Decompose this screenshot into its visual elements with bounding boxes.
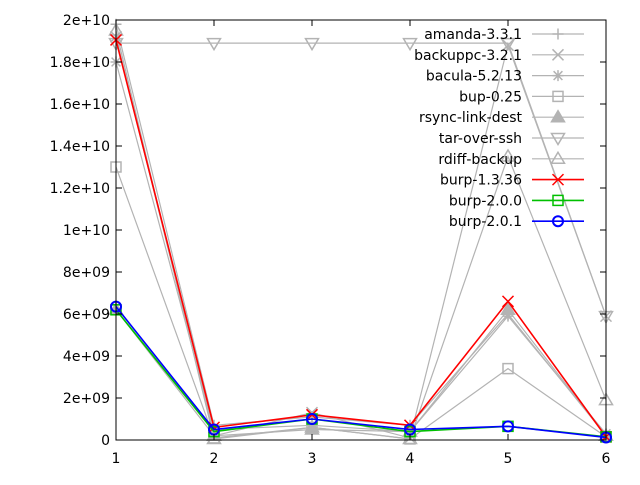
x-tick-label: 1 <box>112 451 121 467</box>
series-line <box>115 39 607 438</box>
x-tick-label: 5 <box>504 451 513 467</box>
legend-entry: burp-2.0.1 <box>449 214 584 230</box>
y-tick-label: 1.6e+10 <box>50 97 110 113</box>
series-line <box>115 308 607 437</box>
legend-label: backuppc-3.2.1 <box>414 48 522 64</box>
legend-label: rsync-link-dest <box>419 110 523 126</box>
x-tick-label: 6 <box>602 451 611 467</box>
x-tick-label: 3 <box>308 451 317 467</box>
series-burp-1-3-36 <box>109 33 613 443</box>
data-point-marker <box>306 413 318 425</box>
y-tick-label: 0 <box>101 433 110 449</box>
y-tick-label: 8e+09 <box>63 265 110 281</box>
data-point-marker <box>304 37 320 52</box>
legend-label: burp-2.0.1 <box>449 214 522 230</box>
data-point-marker <box>502 420 514 433</box>
data-point-marker <box>500 148 516 162</box>
legend-entry: bacula-5.2.13 <box>426 69 584 85</box>
series-rdiff-backup <box>108 22 614 445</box>
plot-frame <box>115 19 607 441</box>
data-point-marker <box>500 301 516 316</box>
y-tick-label: 1.2e+10 <box>50 181 110 197</box>
legend-marker <box>552 215 564 228</box>
data-point-marker <box>304 419 320 433</box>
legend-marker <box>552 90 564 103</box>
y-tick-label: 2e+09 <box>63 391 110 407</box>
legend-label: amanda-3.3.1 <box>424 27 522 43</box>
series-line <box>115 30 607 440</box>
y-tick-label: 1.4e+10 <box>50 139 110 155</box>
legend-marker <box>552 70 564 82</box>
legend-label: tar-over-ssh <box>439 131 522 147</box>
data-point-marker <box>500 37 516 52</box>
data-point-marker <box>501 39 515 52</box>
legend-entry: rdiff-backup <box>438 150 584 168</box>
legend-label: bacula-5.2.13 <box>426 69 522 85</box>
legend-label: rdiff-backup <box>438 152 522 168</box>
data-point-marker <box>502 362 514 375</box>
series-burp-2-0-1 <box>110 300 612 444</box>
legend-marker <box>552 28 564 40</box>
legend-entry: backuppc-3.2.1 <box>414 48 584 64</box>
series-bup-0-25 <box>110 161 612 445</box>
y-tick-label: 1.8e+10 <box>50 55 110 71</box>
data-point-marker <box>206 430 222 445</box>
legend-marker <box>550 132 566 146</box>
legend: amanda-3.3.1 backuppc-3.2.1 bacula-5.2.13 b… <box>414 27 584 230</box>
legend-marker <box>551 48 565 61</box>
legend-entry: rsync-link-dest <box>419 109 584 126</box>
legend-entry: burp-2.0.0 <box>449 193 584 209</box>
legend-marker <box>550 150 566 165</box>
legend-label: burp-2.0.0 <box>449 193 522 209</box>
series-line <box>116 42 607 317</box>
data-point-marker <box>502 310 514 322</box>
legend-entry: tar-over-ssh <box>439 131 584 147</box>
legend-marker <box>552 194 564 207</box>
series-line <box>115 61 607 435</box>
x-tick-label: 2 <box>210 451 219 467</box>
series-bacula-5-2-13 <box>110 56 612 440</box>
y-tick-label: 1e+10 <box>63 223 110 239</box>
data-point-marker <box>402 37 418 52</box>
series-tar-over-ssh <box>108 37 614 325</box>
legend-entry: amanda-3.3.1 <box>424 27 584 43</box>
legend-entry: bup-0.25 <box>459 89 584 105</box>
legend-marker <box>551 173 565 186</box>
y-tick-label: 4e+09 <box>63 349 110 365</box>
y-tick-label: 6e+09 <box>63 307 110 323</box>
series-lines-layer <box>108 18 614 445</box>
series-line <box>115 24 607 437</box>
axes-layer: 0 2e+09 4e+09 6e+09 8e+09 1e+10 1.2e+10 1.4e+10… <box>50 13 611 467</box>
y-tick-label: 2e+10 <box>63 13 110 29</box>
series-amanda-3-3-1 <box>110 18 612 442</box>
series-backuppc-3-2-1 <box>109 30 613 444</box>
data-point-marker <box>402 430 418 445</box>
legend-marker <box>550 109 566 123</box>
legend-label: burp-1.3.36 <box>440 173 522 189</box>
data-point-marker <box>501 295 515 308</box>
legend-label: bup-0.25 <box>459 89 522 105</box>
x-tick-label: 4 <box>406 451 415 467</box>
series-line <box>115 306 607 439</box>
data-point-marker <box>206 37 222 52</box>
legend-entry: burp-1.3.36 <box>440 173 584 189</box>
